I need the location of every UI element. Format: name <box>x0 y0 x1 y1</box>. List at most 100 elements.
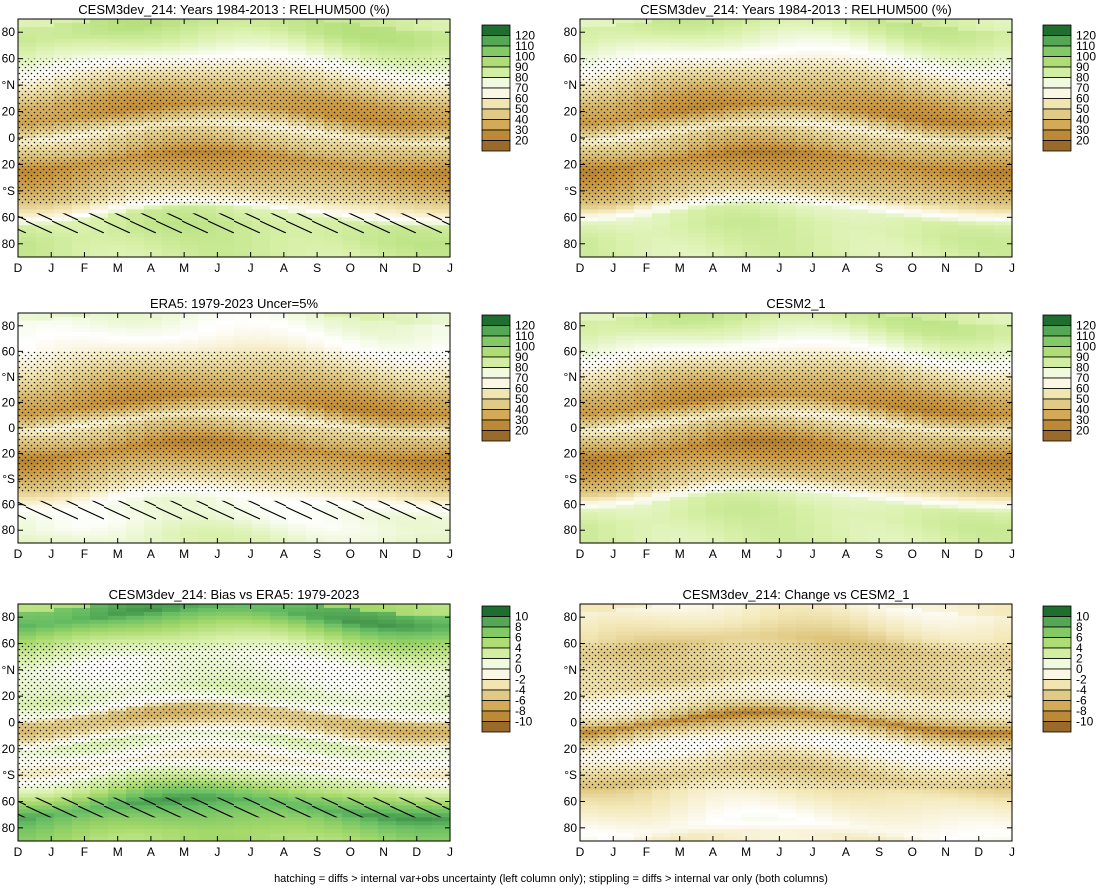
x-tick-label: J <box>810 261 816 275</box>
heatmap-cell <box>886 50 905 56</box>
heatmap-cell <box>342 249 361 254</box>
heatmap-cell <box>234 320 253 326</box>
heatmap-cell <box>634 42 653 48</box>
heatmap-cell <box>378 233 397 238</box>
heatmap-cell <box>778 347 797 352</box>
heatmap-cell <box>252 34 271 40</box>
heatmap-cell <box>108 493 127 498</box>
heatmap-cell <box>162 38 181 44</box>
heatmap-cell <box>270 50 289 56</box>
heatmap-cell <box>198 343 217 349</box>
heatmap-cell <box>616 38 635 44</box>
heatmap-cell <box>868 19 887 24</box>
heatmap-cell <box>108 497 127 502</box>
heatmap-cell <box>234 339 253 345</box>
heatmap-cell <box>54 523 73 529</box>
heatmap-cell <box>432 209 451 214</box>
heatmap-cell <box>814 46 833 52</box>
heatmap-cell <box>342 19 361 24</box>
heatmap-cell <box>234 209 253 214</box>
heatmap-cell <box>72 493 91 498</box>
heatmap-cell <box>90 535 109 540</box>
heatmap-cell <box>688 22 707 28</box>
heatmap-cell <box>832 328 851 333</box>
heatmap-cell <box>54 249 73 254</box>
heatmap-cell <box>432 30 451 36</box>
heatmap-cell <box>634 241 653 246</box>
heatmap-cell <box>36 527 55 533</box>
y-tick-label: 20 <box>564 105 578 119</box>
heatmap-cell <box>234 539 253 544</box>
heatmap-cell <box>940 336 959 341</box>
heatmap-cell <box>180 320 199 326</box>
heatmap-cell <box>616 50 635 56</box>
colorbar-label: 90 <box>515 350 529 364</box>
y-tick-label: 20 <box>564 157 578 171</box>
heatmap-cell <box>976 316 995 322</box>
heatmap-cell <box>162 209 181 214</box>
heatmap-cell <box>288 343 307 349</box>
y-tick-label: 60 <box>2 498 16 512</box>
heatmap-cell <box>580 316 599 322</box>
heatmap-cell <box>432 328 451 333</box>
heatmap-cell <box>414 313 433 318</box>
heatmap-cell <box>958 213 977 218</box>
heatmap-cell <box>252 347 271 352</box>
heatmap-cell <box>270 237 289 242</box>
heatmap-cell <box>976 225 995 230</box>
heatmap-cell <box>162 46 181 52</box>
colorbar-swatch <box>481 56 511 68</box>
heatmap-cell <box>162 535 181 540</box>
x-tick-label: D <box>412 261 421 275</box>
heatmap-cell <box>306 343 325 349</box>
heatmap-cell <box>432 313 451 318</box>
heatmap-cell <box>180 26 199 32</box>
heatmap-cell <box>832 237 851 242</box>
heatmap-cell <box>306 527 325 533</box>
heatmap-cell <box>306 245 325 250</box>
heatmap-cell <box>396 313 415 318</box>
heatmap-cell <box>652 217 671 222</box>
heatmap-cell <box>324 324 343 329</box>
heatmap-cell <box>814 320 833 326</box>
heatmap-cell <box>760 46 779 52</box>
heatmap-cell <box>634 225 653 230</box>
heatmap-cell <box>252 339 271 345</box>
heatmap-cell <box>904 336 923 341</box>
colorbar-label: 100 <box>515 50 535 64</box>
heatmap-cell <box>126 347 145 352</box>
heatmap-cell <box>324 497 343 502</box>
heatmap-cell <box>706 233 725 238</box>
y-tick-label: °S <box>2 472 15 486</box>
heatmap-cell <box>616 339 635 345</box>
heatmap-cell <box>652 34 671 40</box>
heatmap-cell <box>288 38 307 44</box>
heatmap-cell <box>72 22 91 28</box>
heatmap-cell <box>252 50 271 56</box>
heatmap-cell <box>216 205 235 210</box>
y-tick-label: °S <box>2 184 15 198</box>
heatmap-cell <box>198 249 217 254</box>
heatmap-cell <box>234 34 253 40</box>
colorbar-label: 80 <box>1076 71 1090 85</box>
heatmap-cell <box>162 205 181 210</box>
heatmap-cell <box>234 38 253 44</box>
heatmap-cell <box>850 22 869 28</box>
heatmap-cell <box>36 520 55 525</box>
heatmap-cell <box>976 332 995 337</box>
heatmap-cell <box>414 324 433 329</box>
heatmap-cell <box>324 50 343 56</box>
heatmap-cell <box>144 324 163 329</box>
heatmap-cell <box>742 253 761 258</box>
heatmap-cell <box>922 332 941 337</box>
heatmap-cell <box>324 22 343 28</box>
heatmap-cell <box>994 26 1013 32</box>
heatmap-cell <box>796 316 815 322</box>
y-tick-label: 60 <box>564 210 578 224</box>
heatmap-cell <box>72 527 91 533</box>
heatmap-cell <box>18 493 37 498</box>
heatmap-cell <box>976 34 995 40</box>
heatmap-cell <box>414 19 433 24</box>
heatmap-cell <box>670 328 689 333</box>
heatmap-cell <box>216 332 235 337</box>
